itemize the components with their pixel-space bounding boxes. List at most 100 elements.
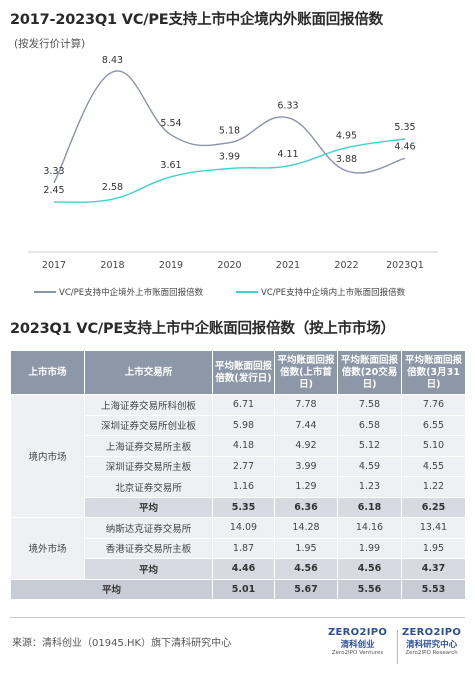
legend-label-overseas: VC/PE支持中企境外上市账面回报倍数: [59, 288, 204, 298]
average-label-cell: 平均: [84, 496, 213, 518]
value-cell: 1.29: [274, 476, 338, 498]
table-row: 北京证券交易所 1.16 1.29 1.23 1.22: [11, 476, 466, 498]
value-cell: 14.28: [274, 517, 338, 539]
table-row: 深圳证券交易所创业板 5.98 7.44 6.58 6.55: [11, 414, 466, 436]
data-label: 6.33: [277, 101, 298, 112]
x-tick-label: 2023Q1: [386, 260, 424, 271]
x-tick-label: 2019: [159, 260, 183, 271]
data-label: 3.99: [219, 152, 240, 163]
average-value-cell: 5.35: [212, 496, 275, 518]
value-cell: 1.87: [212, 537, 275, 559]
value-cell: 6.55: [401, 414, 466, 436]
data-label: 5.54: [160, 118, 181, 129]
average-value-cell: 6.25: [401, 496, 466, 518]
domestic-market-cell: 境内市场: [10, 394, 85, 518]
average-value-cell: 4.56: [337, 558, 402, 580]
data-label: 2.45: [43, 185, 64, 196]
logo-zero2ipo-ventures: ZERO2IPO 清科创业 Zero2IPO Ventures: [328, 627, 388, 656]
footer-divider: [10, 617, 465, 618]
value-cell: 2.77: [212, 455, 275, 477]
value-cell: 7.58: [337, 394, 402, 416]
value-cell: 1.23: [337, 476, 402, 498]
table-row: 境内市场 上海证券交易所科创板 6.71 7.78 7.58 7.76: [10, 394, 466, 518]
exchange-cell: 深圳证券交易所创业板: [84, 414, 213, 436]
legend-swatch-overseas: [34, 291, 56, 293]
average-value-cell: 6.18: [337, 496, 402, 518]
chart-subtitle: (按发行价计算): [14, 38, 86, 50]
average-value-cell: 4.37: [401, 558, 466, 580]
value-cell: 14.09: [212, 517, 275, 539]
logo-divider: [397, 630, 398, 664]
x-tick-label: 2021: [276, 260, 300, 271]
exchange-cell: 北京证券交易所: [84, 476, 213, 498]
total-label-cell: 平均: [10, 578, 213, 600]
average-value-cell: 6.36: [274, 496, 338, 518]
total-value-cell: 5.67: [274, 578, 338, 600]
value-cell: 3.99: [274, 455, 338, 477]
value-cell: 7.78: [274, 394, 338, 416]
x-tick-label: 2018: [100, 260, 124, 271]
data-label: 4.95: [336, 131, 357, 142]
exchange-cell: 纳斯达克证券交易所: [84, 517, 213, 539]
value-cell: 1.22: [401, 476, 466, 498]
table-row: 境外市场 纳斯达克证券交易所 14.09 14.28 14.16 13.41: [10, 517, 466, 580]
value-cell: 14.16: [337, 517, 402, 539]
exchange-cell: 深圳证券交易所主板: [84, 455, 213, 477]
data-label: 4.46: [394, 141, 415, 152]
line-chart: 3.33 8.43 5.54 5.18 6.33 3.88 4.46 2.45 2.58 3.61…: [28, 55, 438, 271]
data-label: 4.11: [277, 149, 298, 160]
value-cell: 4.18: [212, 435, 275, 457]
value-cell: 4.92: [274, 435, 338, 457]
value-cell: 7.76: [401, 394, 466, 416]
data-label: 2.58: [102, 182, 123, 193]
value-cell: 4.59: [337, 455, 402, 477]
header-mar-31: 平均账面回报倍数(3月31日): [401, 350, 466, 395]
logo-zero2ipo-research: ZERO2IPO 清科研究中心 Zero2IPO Research: [402, 627, 462, 656]
value-cell: 7.44: [274, 414, 338, 436]
total-value-cell: 5.53: [401, 578, 466, 600]
table-header-row: 上市市场 上市交易所 平均账面回报倍数(发行日) 平均账面回报倍数(上市首日) …: [10, 350, 466, 395]
source-note: 来源：清科创业（01945.HK）旗下清科研究中心: [12, 638, 232, 649]
table-row: 深圳证券交易所主板 2.77 3.99 4.59 4.55: [11, 455, 466, 477]
data-label: 8.43: [102, 55, 123, 66]
data-label: 3.33: [43, 166, 64, 177]
value-cell: 5.98: [212, 414, 275, 436]
table-row: 香港证券交易所主板 1.87 1.95 1.99 1.95: [11, 537, 466, 559]
value-cell: 5.10: [401, 435, 466, 457]
series-line-domestic: [53, 138, 406, 203]
average-value-cell: 4.56: [274, 558, 338, 580]
value-cell: 13.41: [401, 517, 466, 539]
x-tick-label: 2022: [334, 260, 358, 271]
legend-item-domestic: VC/PE支持中企境内上市账面回报倍数: [236, 286, 405, 298]
value-cell: 1.95: [401, 537, 466, 559]
chart-title: 2017-2023Q1 VC/PE支持上市中企境内外账面回报倍数: [10, 12, 383, 28]
series-line-overseas: [53, 70, 406, 184]
exchange-cell: 上海证券交易所主板: [84, 435, 213, 457]
exchange-cell: 上海证券交易所科创板: [84, 394, 213, 416]
data-label: 5.35: [394, 122, 415, 133]
exchange-cell: 香港证券交易所主板: [84, 537, 213, 559]
overseas-average-row: 平均 4.46 4.56 4.56 4.37: [11, 558, 466, 580]
total-average-row: 平均 5.01 5.67 5.56 5.53: [10, 578, 466, 600]
value-cell: 1.99: [337, 537, 402, 559]
value-cell: 6.71: [212, 394, 275, 416]
header-20-days: 平均账面回报倍数(20交易日): [337, 350, 402, 395]
value-cell: 6.58: [337, 414, 402, 436]
domestic-average-row: 平均 5.35 6.36 6.18 6.25: [11, 496, 466, 518]
value-cell: 1.16: [212, 476, 275, 498]
average-label-cell: 平均: [84, 558, 213, 580]
header-exchange: 上市交易所: [84, 350, 213, 395]
value-cell: 4.55: [401, 455, 466, 477]
overseas-market-cell: 境外市场: [10, 517, 85, 580]
legend-item-overseas: VC/PE支持中企境外上市账面回报倍数: [34, 286, 203, 298]
x-tick-label: 2017: [42, 260, 66, 271]
x-tick-label: 2020: [217, 260, 241, 271]
legend-label-domestic: VC/PE支持中企境内上市账面回报倍数: [261, 288, 406, 298]
data-label: 3.88: [336, 154, 357, 165]
data-label: 3.61: [160, 160, 181, 171]
header-market: 上市市场: [10, 350, 85, 395]
value-cell: 5.12: [337, 435, 402, 457]
header-issue-date: 平均账面回报倍数(发行日): [212, 350, 275, 395]
total-value-cell: 5.01: [212, 578, 275, 600]
data-label: 5.18: [219, 126, 240, 137]
